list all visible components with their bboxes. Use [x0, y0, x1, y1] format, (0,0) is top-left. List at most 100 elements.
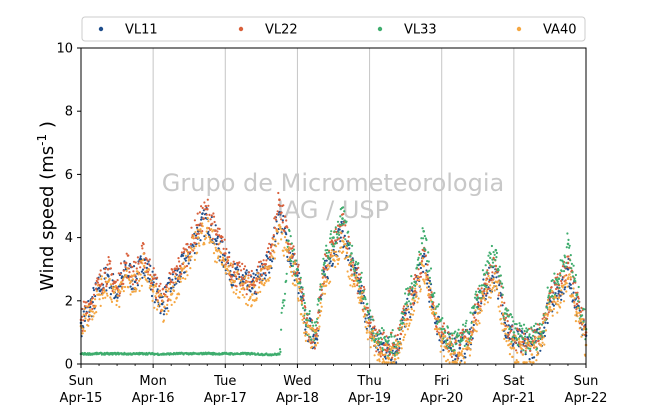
data-point	[572, 291, 575, 294]
data-point	[252, 272, 255, 275]
data-point	[566, 242, 570, 246]
data-point	[405, 322, 408, 325]
data-point	[428, 305, 431, 309]
data-point	[119, 285, 122, 288]
data-point	[424, 278, 427, 281]
data-point	[242, 267, 245, 271]
data-point	[316, 335, 319, 338]
data-point	[139, 273, 142, 276]
data-point	[152, 281, 155, 284]
data-point	[415, 294, 418, 297]
data-point	[359, 280, 362, 284]
data-point	[526, 328, 530, 331]
data-point	[507, 331, 510, 334]
data-point	[342, 240, 345, 243]
data-point	[434, 322, 437, 325]
data-point	[556, 273, 559, 276]
data-point	[573, 297, 576, 300]
data-point	[338, 250, 341, 253]
data-point	[154, 285, 158, 288]
data-point	[256, 291, 260, 294]
data-point	[330, 251, 333, 254]
data-point	[346, 247, 349, 250]
x-tick-label-day: Wed	[283, 374, 311, 389]
data-point	[241, 284, 244, 287]
data-point	[291, 282, 294, 285]
data-point	[112, 282, 115, 285]
data-point	[82, 319, 85, 322]
data-point	[395, 346, 398, 349]
data-point	[328, 258, 331, 261]
data-point	[464, 356, 467, 359]
data-point	[189, 267, 192, 270]
data-point	[565, 282, 568, 285]
data-point	[521, 327, 524, 330]
data-point	[223, 254, 226, 257]
data-point	[119, 272, 122, 275]
data-point	[469, 311, 472, 314]
data-point	[484, 282, 487, 285]
data-point	[519, 344, 522, 347]
data-point	[260, 282, 263, 285]
data-point	[176, 269, 179, 272]
data-point	[568, 246, 571, 249]
data-point	[296, 297, 300, 300]
data-point	[317, 297, 320, 301]
data-point	[533, 344, 536, 347]
data-point	[361, 295, 364, 298]
data-point	[499, 304, 502, 307]
data-point	[163, 305, 166, 308]
data-point	[153, 301, 156, 304]
data-point	[416, 263, 419, 267]
data-point	[450, 352, 453, 355]
data-point	[193, 258, 196, 261]
data-point	[282, 254, 285, 257]
data-point	[294, 284, 297, 287]
data-point	[82, 300, 85, 303]
data-point	[297, 263, 300, 266]
data-point	[508, 353, 511, 356]
data-point	[556, 311, 559, 314]
data-point	[319, 301, 322, 305]
data-point	[419, 290, 422, 293]
data-point	[362, 289, 365, 292]
data-point	[436, 328, 439, 331]
data-point	[286, 226, 289, 229]
data-point	[577, 300, 580, 303]
data-point	[562, 300, 566, 303]
data-point	[366, 338, 369, 341]
data-point	[443, 345, 446, 348]
data-point	[440, 327, 444, 331]
data-point	[413, 299, 417, 303]
y-tick-label: 6	[65, 168, 73, 183]
data-point	[169, 282, 172, 286]
data-point	[247, 277, 250, 280]
data-point	[480, 284, 483, 287]
data-point	[169, 290, 172, 293]
data-point	[520, 324, 523, 327]
data-point	[392, 347, 395, 350]
data-point	[345, 251, 349, 254]
data-point	[340, 246, 343, 249]
data-point	[512, 320, 515, 323]
data-point	[490, 288, 493, 291]
data-point	[420, 261, 423, 264]
data-point	[239, 283, 242, 286]
data-point	[472, 321, 475, 324]
data-point	[507, 309, 510, 312]
data-point	[511, 316, 514, 319]
data-point	[325, 254, 328, 258]
data-point	[415, 283, 418, 286]
data-point	[578, 327, 581, 330]
data-point	[490, 291, 493, 294]
data-point	[360, 299, 363, 302]
series-vl33	[79, 206, 588, 357]
data-point	[404, 314, 407, 317]
data-point	[550, 309, 553, 312]
data-point	[547, 311, 550, 314]
data-point	[424, 263, 427, 266]
data-point	[504, 316, 508, 319]
data-point	[507, 315, 510, 318]
data-point	[380, 327, 384, 330]
data-point	[441, 338, 444, 341]
